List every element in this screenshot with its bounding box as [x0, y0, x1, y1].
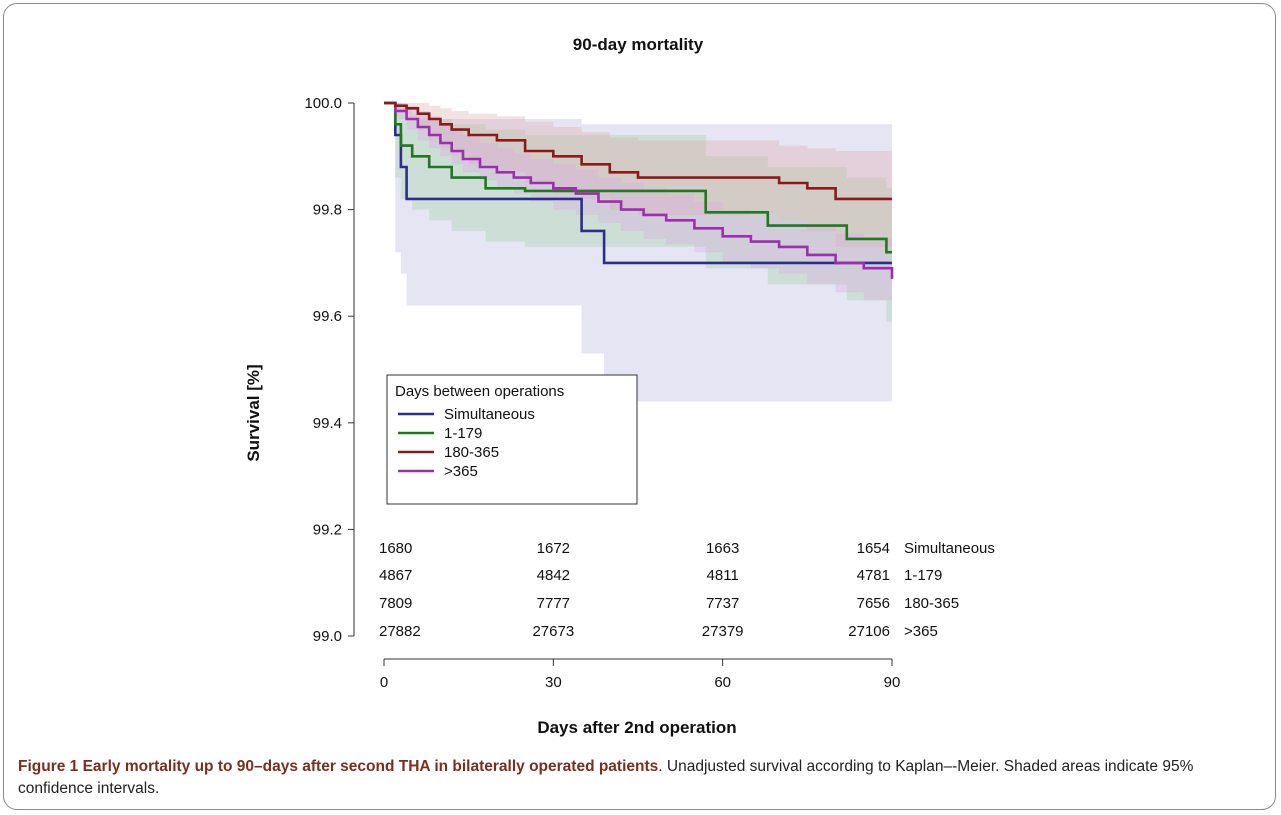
risk-table: 1680 1672 1663 1654 Simultaneous 4867 4842 4811… [379, 540, 995, 640]
survival-line-gt365 [384, 101, 894, 279]
risk-count: 4867 [379, 567, 412, 584]
risk-count: 27379 [702, 623, 744, 640]
y-tick-label: 99.0 [313, 628, 342, 645]
figure-frame: 90-day mortality 99.0 99.2 99.4 99.6 99.8 100… [3, 3, 1276, 810]
risk-row-label: >365 [904, 623, 938, 640]
risk-count: 1654 [857, 540, 890, 557]
risk-count: 7737 [706, 595, 739, 612]
risk-count: 7809 [379, 595, 412, 612]
risk-count: 27673 [532, 623, 574, 640]
survival-line-simultaneous [384, 101, 892, 265]
ci-band-gt365 [384, 103, 892, 311]
chart-title: 90-day mortality [573, 35, 704, 54]
risk-count: 1672 [537, 540, 570, 557]
confidence-bands [384, 103, 892, 402]
caption-label: Figure 1 Early mortality up to 90–days a… [18, 758, 659, 775]
risk-count: 7656 [857, 595, 890, 612]
x-axis-title: Days after 2nd operation [537, 718, 736, 737]
legend-title: Days between operations [395, 383, 564, 400]
risk-row-label: Simultaneous [904, 540, 995, 557]
x-tick-label: 30 [545, 674, 562, 691]
survival-curves [384, 101, 894, 279]
y-tick-label: 100.0 [304, 95, 342, 112]
y-tick-label: 99.4 [313, 415, 342, 432]
legend-entry: 180-365 [444, 444, 499, 461]
legend-entry: 1-179 [444, 425, 482, 442]
x-tick-label: 0 [380, 674, 388, 691]
figure-caption: Figure 1 Early mortality up to 90–days a… [18, 756, 1268, 800]
y-tick-label: 99.8 [313, 202, 342, 219]
ci-band-1-179 [384, 103, 892, 322]
survival-chart: 90-day mortality 99.0 99.2 99.4 99.6 99.8 100… [244, 35, 995, 737]
y-tick-label: 99.6 [313, 308, 342, 325]
risk-count: 1680 [379, 540, 412, 557]
legend-entry: >365 [444, 463, 478, 480]
risk-count: 1663 [706, 540, 739, 557]
legend-box [386, 374, 638, 505]
survival-line-1-179 [384, 101, 892, 254]
x-tick-label: 60 [714, 674, 731, 691]
legend: Days between operations Simultaneous 1-179… [386, 374, 638, 505]
x-tick-label: 90 [884, 674, 901, 691]
risk-row-label: 180-365 [904, 595, 959, 612]
risk-count: 7777 [537, 595, 570, 612]
survival-line-180-365 [384, 101, 892, 201]
legend-entry: Simultaneous [444, 406, 535, 423]
risk-count: 4781 [857, 567, 890, 584]
risk-count: 4811 [707, 567, 739, 584]
risk-count: 4842 [537, 567, 570, 584]
y-tick-label: 99.2 [313, 521, 342, 538]
risk-count: 27106 [848, 623, 890, 640]
risk-row-label: 1-179 [904, 567, 942, 584]
axes: 99.0 99.2 99.4 99.6 99.8 100.0 0 30 60 90 [304, 95, 900, 691]
y-axis-title: Survival [%] [244, 364, 263, 461]
caption-text: . Unadjusted survival according to Kapla… [18, 758, 1194, 797]
risk-count: 27882 [379, 623, 421, 640]
